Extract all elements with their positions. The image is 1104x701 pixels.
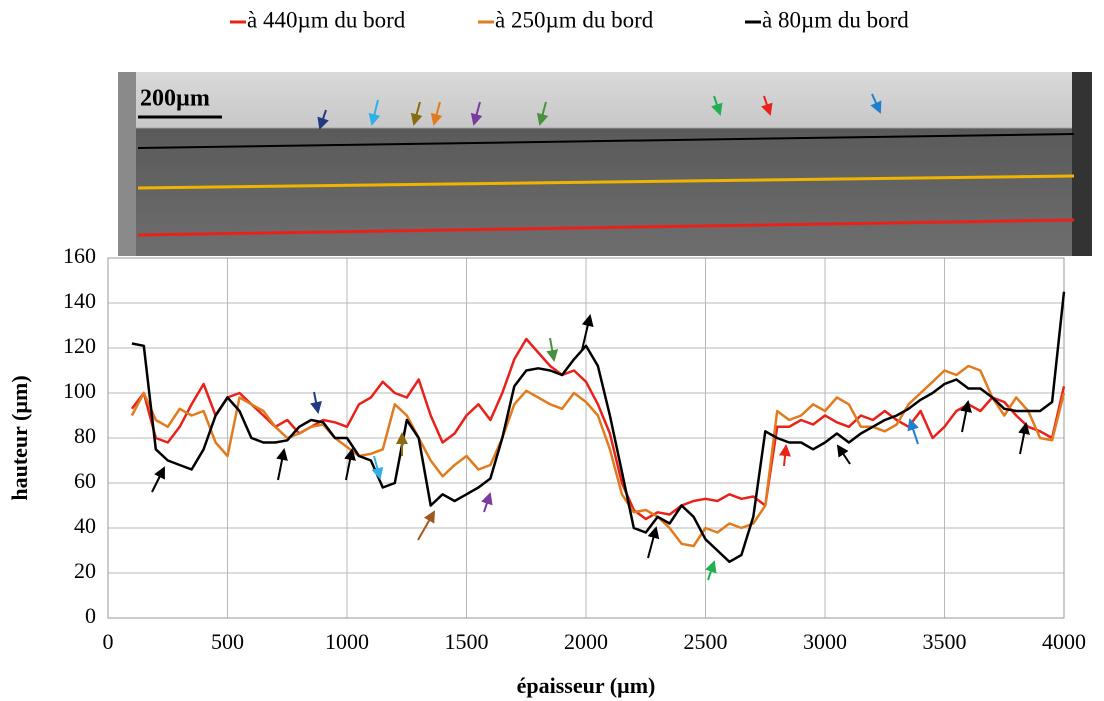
y-tick-label: 60 xyxy=(74,468,96,493)
x-tick-label: 1000 xyxy=(325,629,369,654)
x-tick-label: 0 xyxy=(103,629,114,654)
sem-image xyxy=(118,72,1092,256)
y-tick-label: 0 xyxy=(85,603,96,628)
y-tick-label: 140 xyxy=(63,288,96,313)
data-line xyxy=(130,364,1066,548)
y-tick-label: 160 xyxy=(63,243,96,268)
x-tick-label: 2500 xyxy=(684,629,728,654)
x-tick-label: 4000 xyxy=(1042,629,1086,654)
y-tick-label: 100 xyxy=(63,378,96,403)
data-line xyxy=(131,291,1066,564)
annotation-arrows xyxy=(151,314,1030,581)
y-tick-label: 20 xyxy=(74,558,96,583)
x-tick-label: 1500 xyxy=(445,629,489,654)
legend-label: à 250µm du bord xyxy=(495,7,654,32)
x-tick-label: 500 xyxy=(211,629,244,654)
legend-label: à 440µm du bord xyxy=(247,7,406,32)
plot-border xyxy=(107,257,1065,619)
x-tick-label: 3500 xyxy=(923,629,967,654)
y-axis-title: hauteur (µm) xyxy=(7,375,32,500)
y-tick-label: 120 xyxy=(63,333,96,358)
y-tick-label: 80 xyxy=(74,423,96,448)
legend-label: à 80µm du bord xyxy=(762,7,909,32)
x-axis-title: épaisseur (µm) xyxy=(517,673,656,698)
x-tick-label: 2000 xyxy=(564,629,608,654)
y-tick-label: 40 xyxy=(74,513,96,538)
scale-label: 200µm xyxy=(140,86,210,112)
x-tick-label: 3000 xyxy=(803,629,847,654)
